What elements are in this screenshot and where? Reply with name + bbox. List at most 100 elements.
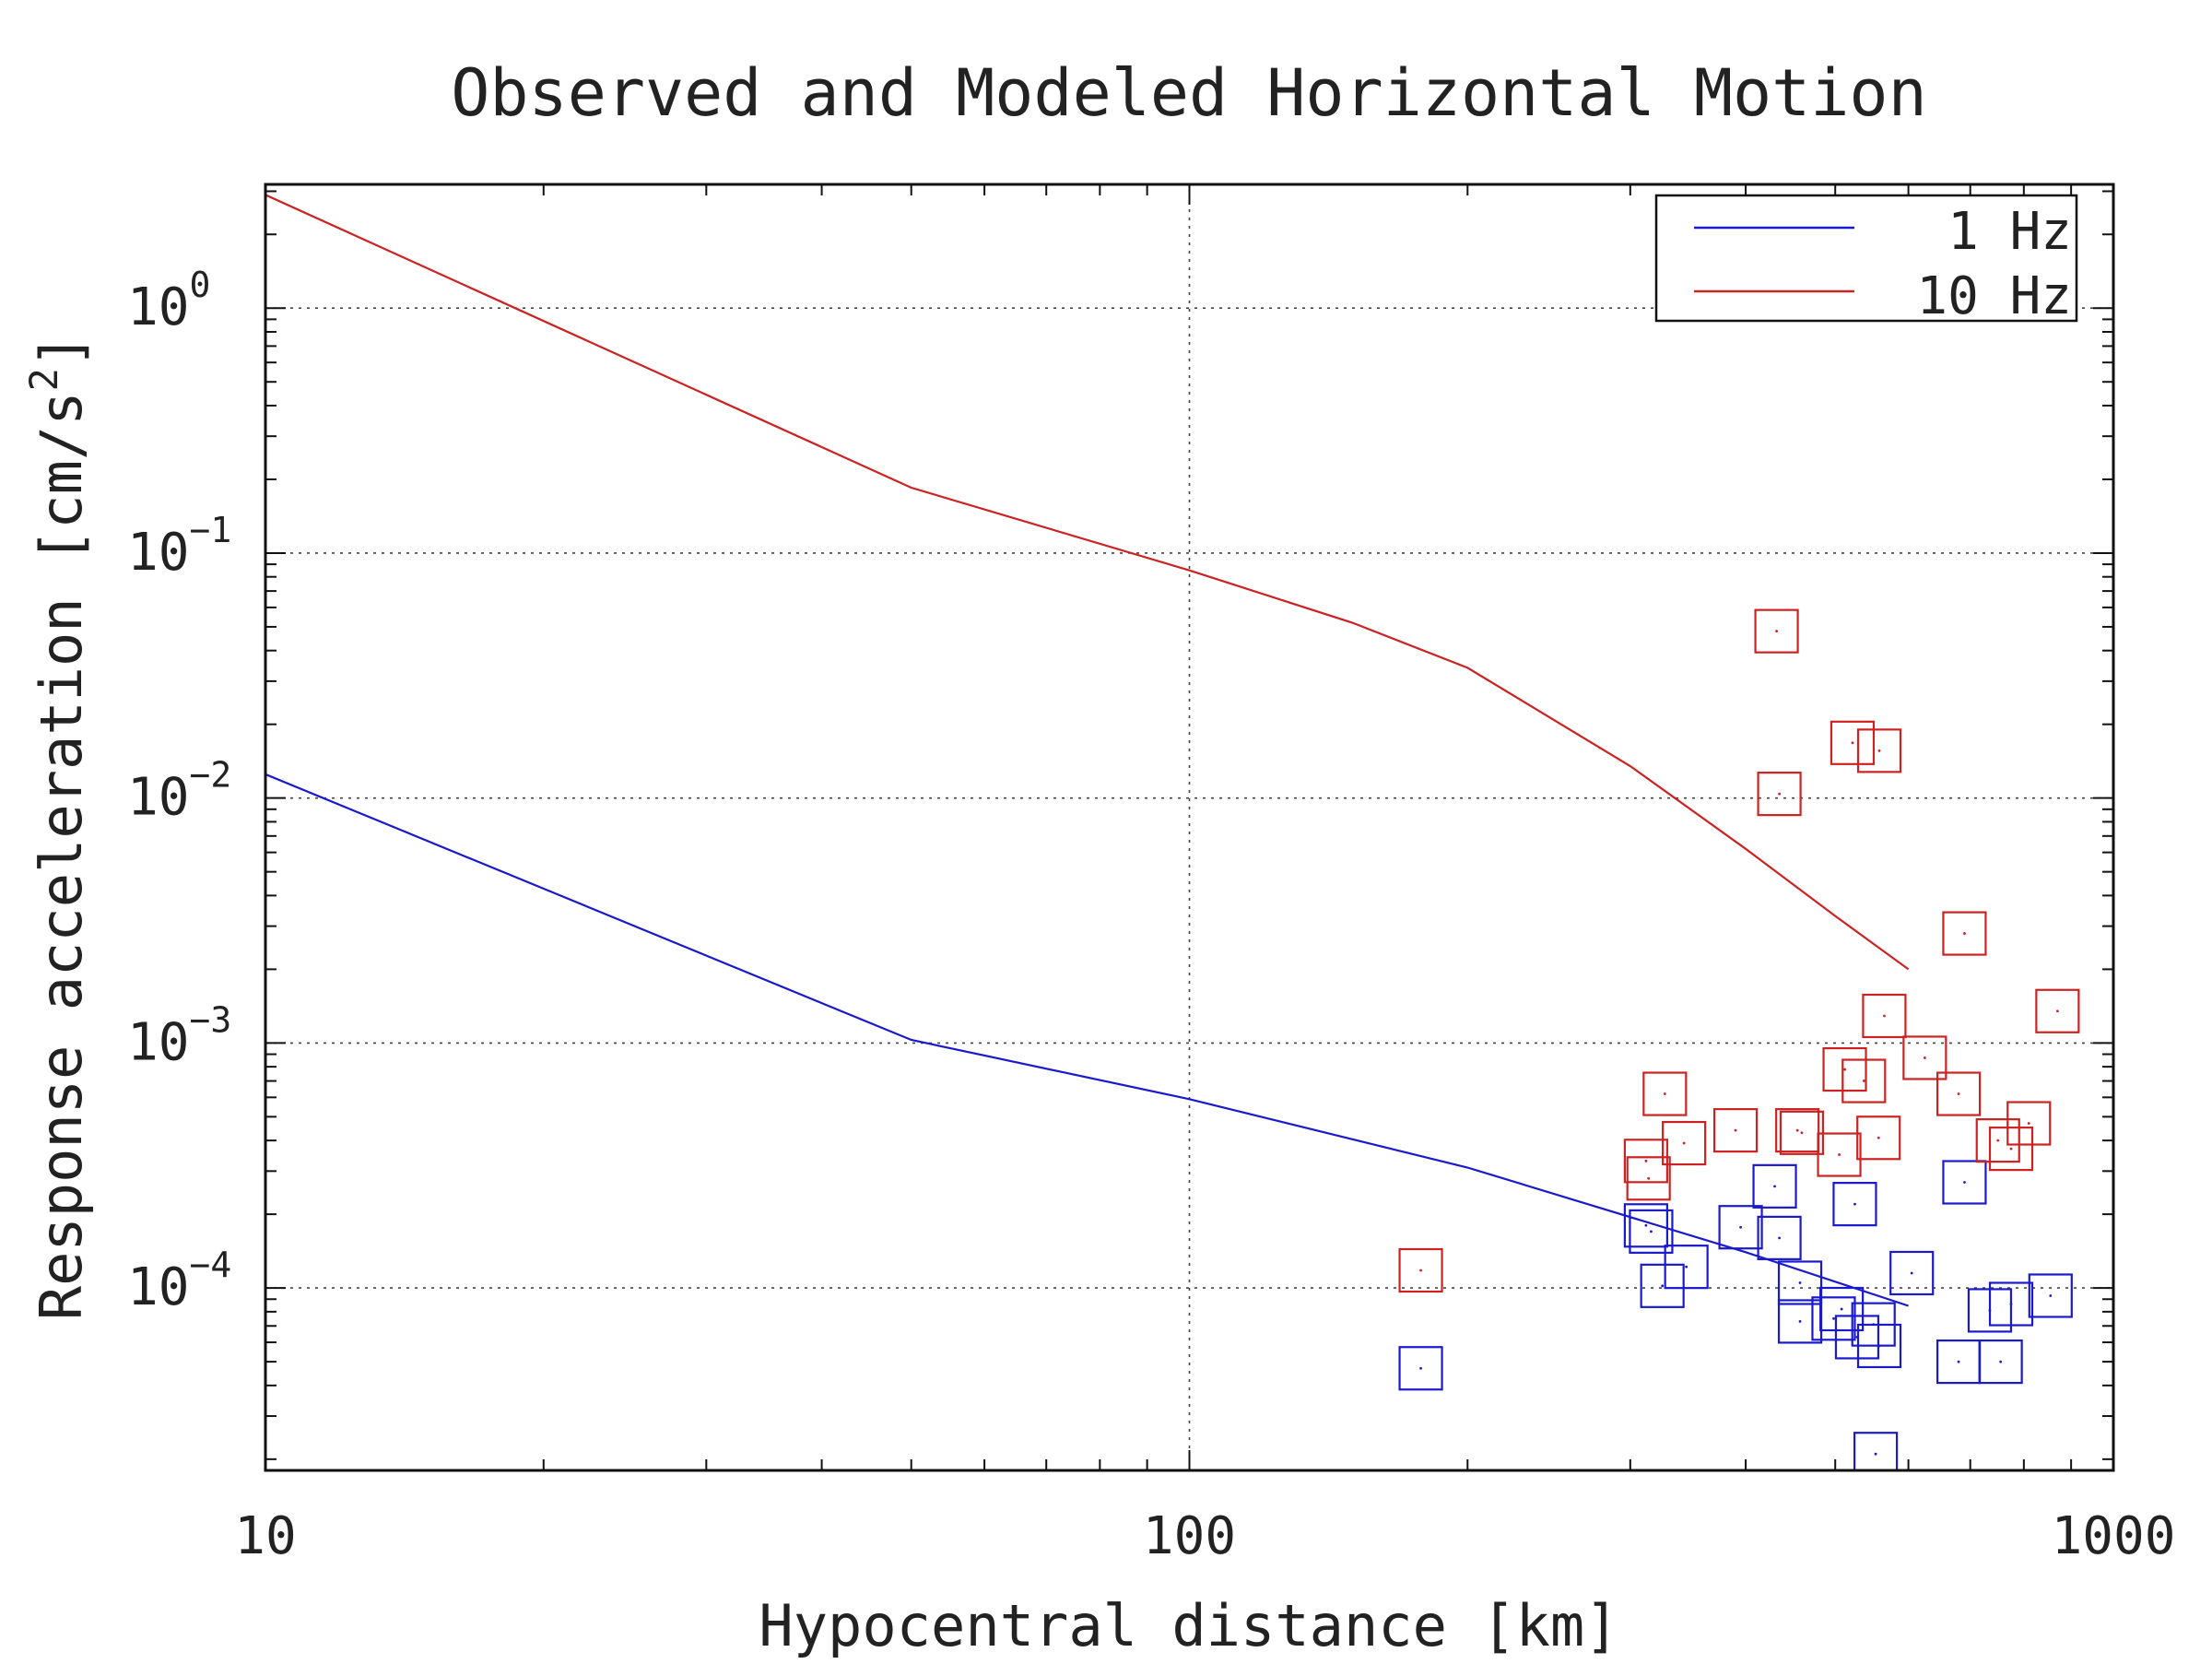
data-point-center-10hz <box>1862 1080 1865 1082</box>
data-point-center-1hz <box>1963 1181 1966 1184</box>
y-tick-label: 10−4 <box>127 1245 231 1317</box>
data-point-center-10hz <box>1838 1153 1841 1156</box>
data-point-10hz <box>2006 1101 2052 1146</box>
data-point-center-1hz <box>1419 1366 1422 1370</box>
data-point-1hz <box>1629 1209 1674 1254</box>
data-point-10hz <box>1817 1132 1862 1177</box>
data-point-1hz <box>1853 1432 1899 1470</box>
data-point-center-1hz <box>1832 1316 1835 1320</box>
x-tick-labels: 10 100 1000 <box>234 1506 2175 1566</box>
data-point-center-1hz <box>1739 1225 1742 1229</box>
data-point-center-1hz <box>1874 1452 1877 1456</box>
model-line-10hz <box>265 194 1910 971</box>
data-point-10hz <box>1942 911 1987 956</box>
data-point-center-1hz <box>2009 1303 2013 1305</box>
data-point-10hz <box>1862 993 1907 1039</box>
data-point-center-1hz <box>1644 1223 1648 1227</box>
data-point-10hz <box>1822 1046 1867 1092</box>
data-point-center-10hz <box>1883 1014 1886 1018</box>
data-point-center-1hz <box>1773 1185 1776 1188</box>
y-tick-base: 10 <box>127 1012 189 1072</box>
data-point-center-1hz <box>1999 1360 2003 1363</box>
data-point-center-10hz <box>2055 1009 2059 1013</box>
data-point-center-1hz <box>1840 1307 1843 1311</box>
data-point-10hz <box>1712 1108 1759 1153</box>
data-point-center-1hz <box>2049 1294 2053 1297</box>
data-point-1hz <box>1889 1250 1935 1296</box>
data-point-1hz <box>1819 1286 1865 1332</box>
data-point-10hz <box>1988 1127 2034 1172</box>
legend-label-10hz: 10 Hz <box>1916 266 2072 326</box>
data-point-1hz <box>1752 1163 1797 1209</box>
y-axis-label-main: Response acceleration [cm/s <box>28 391 95 1320</box>
grid-lines <box>265 184 2113 1470</box>
data-point-1hz <box>1757 1215 1802 1260</box>
data-point-center-10hz <box>1419 1269 1422 1272</box>
data-point-1hz <box>1942 1160 1987 1205</box>
y-tick-exponent: 0 <box>189 265 210 305</box>
data-point-10hz <box>1856 728 1902 773</box>
data-point-center-10hz <box>1663 1092 1666 1095</box>
data-point-1hz <box>2028 1273 2073 1318</box>
data-point-10hz <box>1856 1115 1901 1161</box>
y-tick-exponent: −1 <box>189 510 231 550</box>
data-point-center-10hz <box>1996 1139 2000 1142</box>
data-point-center-1hz <box>1685 1265 1688 1269</box>
y-tick-label: 10−2 <box>127 755 231 828</box>
data-point-10hz <box>1830 720 1876 765</box>
data-point-center-10hz <box>1644 1159 1648 1162</box>
data-point-center-10hz <box>1877 1136 1880 1139</box>
data-point-center-10hz <box>1682 1141 1686 1145</box>
data-point-center-1hz <box>1957 1360 1960 1363</box>
data-point-center-10hz <box>1734 1128 1737 1132</box>
data-point-center-10hz <box>1851 741 1854 745</box>
data-point-center-10hz <box>2009 1147 2013 1151</box>
data-point-1hz <box>1988 1281 2034 1327</box>
legend-label-1hz: 1 Hz <box>1947 202 2072 262</box>
model-line-1hz <box>265 773 1909 1307</box>
data-point-1hz <box>1832 1182 1877 1227</box>
legend-box <box>1654 194 2078 323</box>
data-point-10hz <box>1841 1058 1887 1103</box>
data-point-center-10hz <box>1923 1056 1926 1059</box>
data-point-center-1hz <box>1798 1281 1802 1284</box>
data-point-10hz <box>1623 1139 1668 1184</box>
data-point-center-10hz <box>1647 1176 1651 1180</box>
data-point-center-10hz <box>1843 1068 1846 1071</box>
plot-content <box>265 194 2080 1470</box>
data-point-1hz <box>1777 1260 1823 1305</box>
y-tick-exponent: −3 <box>189 999 231 1040</box>
y-tick-label: 10−3 <box>127 999 231 1072</box>
data-point-center-1hz <box>1910 1271 1913 1275</box>
data-point-1hz <box>1640 1263 1685 1308</box>
data-point-10hz <box>1757 772 1802 817</box>
y-axis-label-end: ] <box>28 334 95 368</box>
data-point-center-10hz <box>2027 1122 2030 1125</box>
data-point-center-1hz <box>1778 1236 1781 1240</box>
data-point-10hz <box>1775 1108 1820 1153</box>
data-point-1hz <box>1811 1296 1856 1341</box>
data-point-10hz <box>1902 1035 1947 1080</box>
y-tick-label: 10−1 <box>127 510 231 583</box>
data-point-1hz <box>1978 1339 2023 1385</box>
x-tick-label: 10 <box>234 1506 296 1566</box>
data-point-center-10hz <box>1778 792 1781 796</box>
data-point-center-1hz <box>1853 1202 1856 1206</box>
data-point-10hz <box>1754 608 1799 654</box>
data-point-center-10hz <box>1775 630 1778 633</box>
y-tick-label: 100 <box>127 265 210 337</box>
data-point-10hz <box>1662 1120 1707 1166</box>
data-point-10hz <box>1398 1247 1443 1293</box>
data-point-1hz <box>1718 1205 1763 1250</box>
data-point-center-10hz <box>1800 1131 1804 1135</box>
y-tick-exponent: −2 <box>189 755 231 796</box>
y-tick-base: 10 <box>127 768 189 828</box>
data-point-center-10hz <box>1877 749 1881 752</box>
data-point-center-10hz <box>1963 932 1966 935</box>
data-point-10hz <box>1626 1156 1671 1201</box>
data-point-center-10hz <box>1795 1128 1799 1132</box>
y-tick-base: 10 <box>127 277 189 337</box>
